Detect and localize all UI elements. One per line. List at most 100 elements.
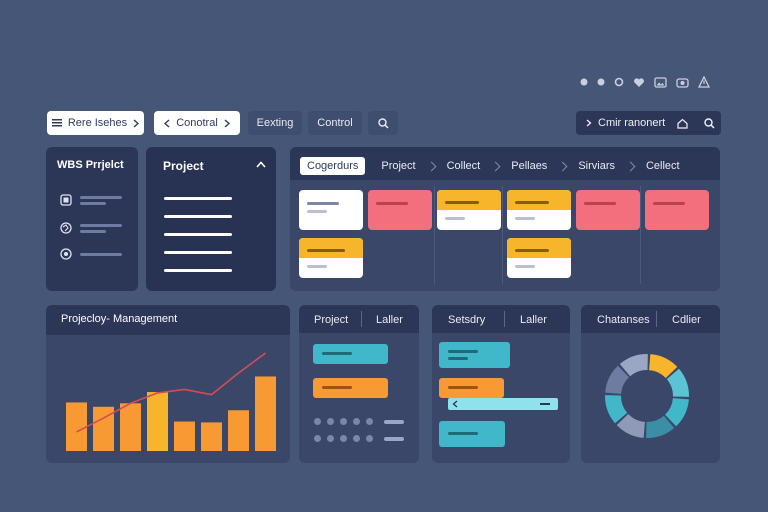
kanban-card[interactable] [299, 238, 363, 278]
page-dot[interactable] [340, 435, 347, 442]
page-dot[interactable] [327, 435, 334, 442]
search-icon[interactable] [704, 117, 715, 129]
half-circle-icon[interactable] [614, 77, 624, 87]
dot-icon[interactable] [580, 78, 588, 86]
chevron-left-icon[interactable] [452, 400, 458, 408]
page-dot[interactable] [353, 435, 360, 442]
tab-0[interactable]: Cogerdurs [300, 157, 366, 175]
donut-slice [619, 354, 648, 377]
task-bar[interactable] [313, 378, 388, 398]
list-panel-col2[interactable]: Laller [376, 314, 403, 326]
chart-bar-8 [255, 376, 276, 451]
tab-2[interactable]: Collect [446, 160, 481, 172]
column-divider [434, 186, 435, 284]
grid-icon[interactable] [60, 194, 72, 206]
command-search-label: Cmir ranonert [598, 117, 666, 129]
list-panel-col1[interactable]: Setsdry [448, 314, 486, 326]
page-bar [384, 437, 404, 441]
list-panel-header [299, 305, 419, 333]
kanban-card[interactable] [507, 190, 571, 230]
task-bar[interactable] [439, 421, 505, 447]
tab-1[interactable]: Project [381, 160, 416, 172]
page-bar [384, 420, 404, 424]
settings-icon[interactable] [60, 248, 72, 260]
control-button[interactable]: Control [308, 111, 362, 135]
command-search-bar[interactable]: Cmir ranonert [576, 111, 721, 135]
project-list-item[interactable] [164, 197, 232, 200]
sidebar-item-subbar [80, 202, 106, 205]
project-list-item[interactable] [164, 215, 232, 218]
donut-slice [605, 365, 629, 394]
search-button[interactable] [368, 111, 398, 135]
kanban-card[interactable] [576, 190, 640, 230]
issues-button[interactable]: Rere Isehes [47, 111, 144, 135]
sidebar-item-bar[interactable] [80, 253, 122, 256]
globe-icon[interactable] [60, 222, 72, 234]
project-bar-chart [66, 352, 276, 451]
chevron-right-icon [426, 161, 437, 171]
chart-bar-4 [147, 392, 168, 451]
list-panel-col1[interactable]: Project [314, 314, 349, 326]
existing-button[interactable]: Eexting [248, 111, 302, 135]
donut-slice [646, 415, 675, 438]
kanban-card[interactable] [299, 190, 363, 230]
donut-slice [649, 354, 678, 378]
donut-slice [666, 368, 689, 397]
tab-5[interactable]: Cellect [645, 160, 680, 172]
dot-icon[interactable] [597, 78, 605, 86]
project-list-item[interactable] [164, 233, 232, 236]
chart-bar-2 [93, 406, 114, 451]
list-panel-col2[interactable]: Laller [520, 314, 547, 326]
kanban-card[interactable] [368, 190, 432, 230]
control-button-label: Control [317, 117, 353, 129]
chevron-right-icon [586, 119, 592, 127]
chevron-left-icon [164, 118, 170, 128]
timeline-slider[interactable] [448, 398, 558, 410]
task-bar[interactable] [439, 342, 510, 368]
kanban-card[interactable] [645, 190, 709, 230]
heart-icon[interactable] [633, 77, 645, 88]
tab-4[interactable]: Sirviars [578, 160, 615, 172]
sidebar-item-bar[interactable] [80, 196, 122, 199]
donut-panel-col1[interactable]: Chatanses [597, 314, 650, 326]
column-divider [502, 186, 503, 284]
control-nav-button[interactable]: Conotral [154, 111, 240, 135]
page-dot[interactable] [366, 435, 373, 442]
project-panel-title: Project [163, 159, 204, 173]
sidebar-item-bar[interactable] [80, 224, 122, 227]
donut-chart [605, 354, 689, 438]
kanban-card[interactable] [437, 190, 501, 230]
project-list-item[interactable] [164, 269, 232, 272]
donut-panel-col2[interactable]: Cdlier [672, 314, 701, 326]
alert-icon[interactable] [698, 76, 710, 88]
donut-slice [616, 414, 645, 438]
chevron-right-icon [625, 161, 636, 171]
chart-bar-6 [201, 422, 222, 451]
wbs-sidebar: WBS Prrjelct [46, 147, 138, 291]
camera-icon[interactable] [676, 76, 689, 88]
tab-3[interactable]: Pellaes [511, 160, 548, 172]
page-dot[interactable] [314, 435, 321, 442]
page-dot[interactable] [340, 418, 347, 425]
home-icon[interactable] [677, 118, 688, 129]
project-list-item[interactable] [164, 251, 232, 254]
kanban-tabs: Cogerdurs Project Collect Pellaes Sirvia… [290, 151, 730, 181]
control-nav-label: Conotral [176, 117, 218, 129]
chevron-up-icon[interactable] [256, 161, 266, 168]
list-icon [51, 119, 62, 127]
existing-button-label: Eexting [256, 117, 294, 129]
chevron-right-icon [490, 161, 501, 171]
page-dot[interactable] [314, 418, 321, 425]
column-divider [640, 186, 641, 284]
page-dot[interactable] [353, 418, 360, 425]
page-dot[interactable] [366, 418, 373, 425]
list-panel-header [432, 305, 570, 333]
kanban-card[interactable] [507, 238, 571, 278]
image-icon[interactable] [654, 76, 667, 88]
page-dot[interactable] [327, 418, 334, 425]
chart-bar-1 [66, 402, 87, 451]
task-bar[interactable] [313, 344, 388, 364]
donut-slice [605, 395, 628, 424]
chart-panel-header [46, 305, 290, 335]
task-bar[interactable] [439, 378, 504, 398]
